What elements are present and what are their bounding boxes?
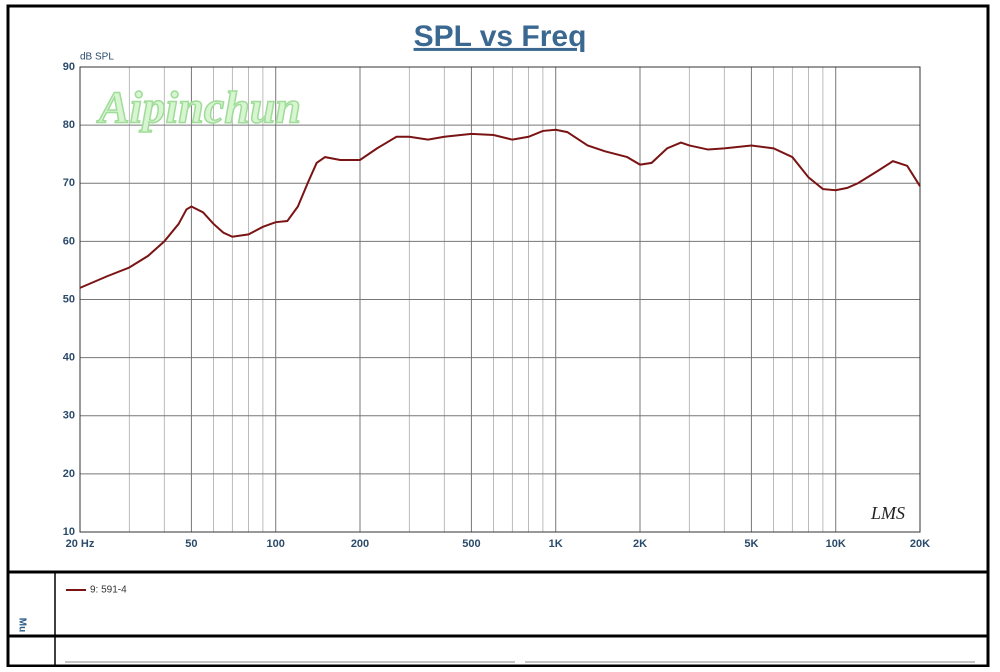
x-tick-label: 10K (826, 538, 846, 550)
x-tick-label: 5K (744, 538, 758, 550)
legend-label: 9: 591-4 (90, 585, 127, 596)
y-axis-label: dB SPL (80, 52, 114, 63)
chart-title: SPL vs Freq (414, 20, 587, 53)
x-tick-label: 200 (351, 538, 369, 550)
frame (6, 4, 990, 668)
y-tick-label: 80 (63, 119, 75, 131)
y-tick-label: 60 (63, 235, 75, 247)
x-tick-label: 100 (267, 538, 285, 550)
x-tick-label: 20K (910, 538, 930, 550)
data-line (79, 128, 921, 289)
y-tick-label: 90 (63, 61, 75, 73)
y-tick-label: 10 (63, 526, 75, 538)
plot-border (79, 66, 921, 533)
plot: 20 Hz 50 100 200 500 1K 2K 5K 10K 20K 10 20 30 40 50 60… (63, 61, 930, 550)
watermark: Aipinchun (96, 82, 301, 133)
y-tick-label: 70 (63, 177, 75, 189)
y-tick-label: 40 (63, 352, 75, 364)
x-tick-label: 20 Hz (66, 538, 95, 550)
x-tick-label: 50 (185, 538, 197, 550)
logo: LMS (870, 503, 905, 523)
y-tick-label: 30 (63, 410, 75, 422)
x-tick-label: 1K (549, 538, 563, 550)
x-tick-label: 500 (462, 538, 480, 550)
side-label: Mu (16, 618, 27, 632)
y-tick-label: 50 (63, 293, 75, 305)
x-tick-label: 2K (633, 538, 647, 550)
y-tick-label: 20 (63, 468, 75, 480)
